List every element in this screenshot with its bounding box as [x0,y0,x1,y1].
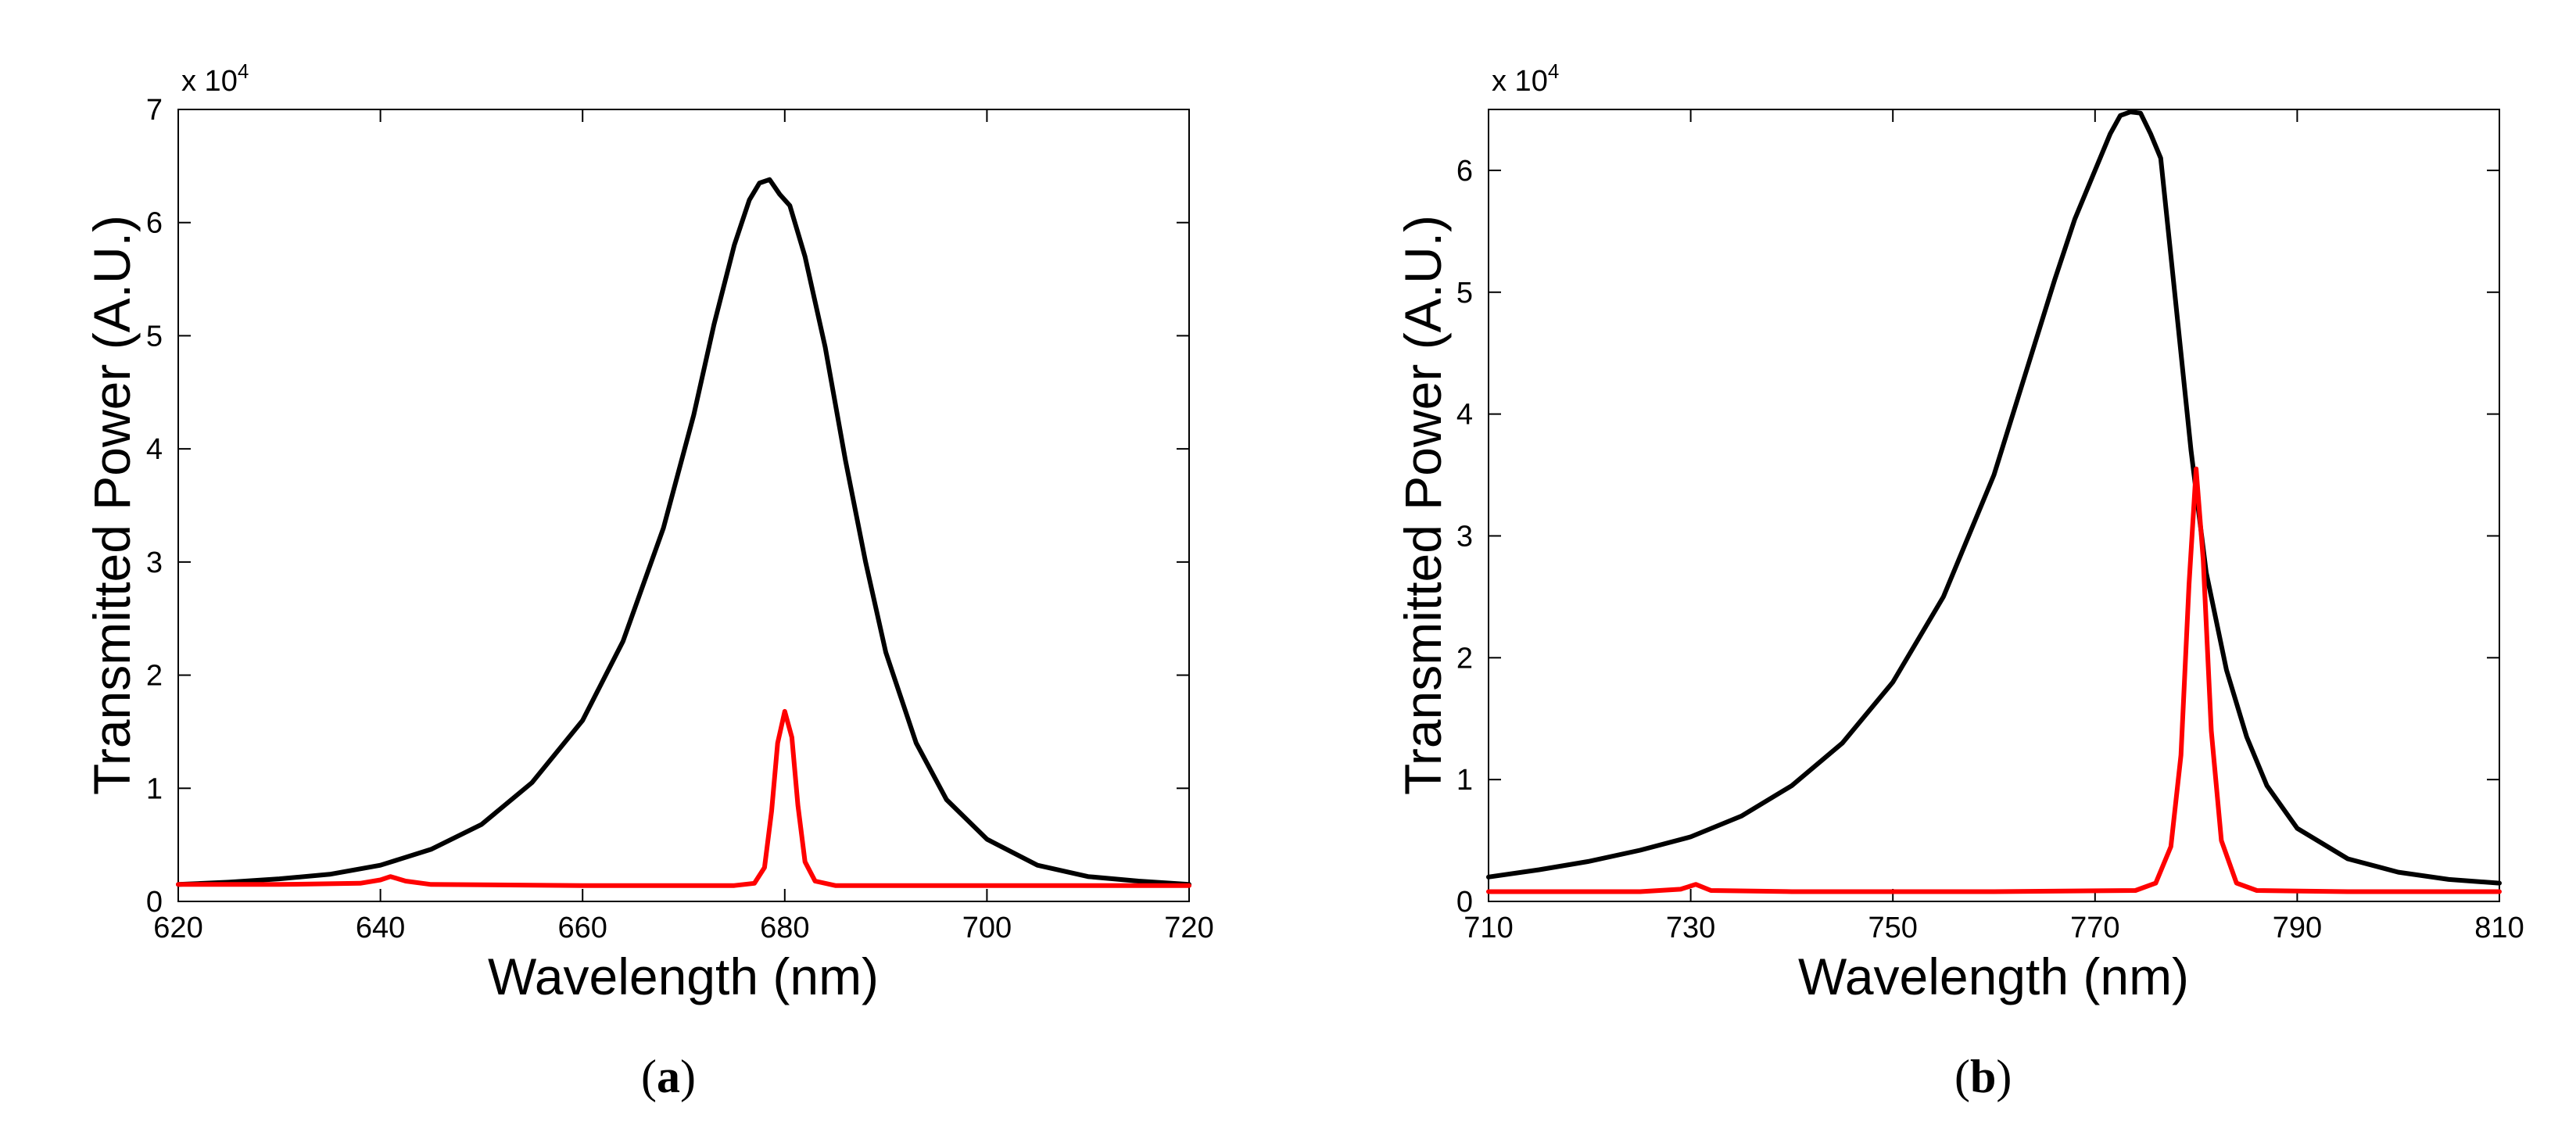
x-tick-label-a: 660 [557,912,607,944]
y-tick-label-b: 4 [1456,399,1473,432]
x-tick-label-b: 730 [1666,912,1715,944]
y-tick-label-a: 2 [146,660,163,693]
ticks-a: 620 640 660 680 700 720 0 1 2 3 4 5 6 7 [146,94,1214,944]
ticks-b: 710 730 750 770 790 810 0 1 2 3 4 5 6 [1456,109,2524,944]
x-tick-label-b: 790 [2273,912,2322,944]
y-axis-label-a: Transmitted Power (A.U.) [83,215,141,795]
series-line-red-b [1486,466,2502,894]
x-tick-label-b: 750 [1868,912,1917,944]
y-tick-label-a: 0 [146,886,163,919]
plot-area-b [1488,109,2500,902]
y-tick-label-a: 3 [146,546,163,579]
y-tick-label-b: 0 [1456,886,1473,919]
y-tick-label-a: 7 [146,94,163,127]
x-tick-label-b: 770 [2070,912,2119,944]
x-axis-label-a: Wavelength (nm) [488,948,879,1005]
y-tick-label-a: 4 [146,433,163,466]
y-tick-label-b: 3 [1456,520,1473,553]
series-b [1486,109,2502,894]
y-tick-label-b: 6 [1456,155,1473,188]
y-multiplier-b: x 104 [1492,59,1559,98]
x-tick-label-a: 620 [153,912,202,944]
x-tick-label-a: 640 [356,912,405,944]
series-a [176,177,1191,888]
y-tick-label-b: 5 [1456,277,1473,310]
chart-panel-a: 620 640 660 680 700 720 0 1 2 3 4 5 6 7 x 104 Wavelen… [83,59,1214,1102]
series-line-black-a [176,177,1191,887]
y-tick-label-a: 6 [146,207,163,240]
y-tick-label-b: 1 [1456,764,1473,797]
x-tick-label-b: 710 [1464,912,1513,944]
x-tick-label-b: 810 [2474,912,2524,944]
series-line-red-a [176,708,1191,888]
panel-caption-a: (a) [641,1051,696,1102]
x-tick-label-a: 680 [760,912,809,944]
y-multiplier-a: x 104 [181,59,249,98]
panel-caption-b: (b) [1954,1051,2012,1102]
y-tick-label-b: 2 [1456,642,1473,675]
y-tick-label-a: 1 [146,772,163,805]
chart-panel-b: 710 730 750 770 790 810 0 1 2 3 4 5 6 x 104 Waveleng… [1394,59,2524,1102]
y-axis-label-b: Transmitted Power (A.U.) [1394,215,1452,795]
y-tick-label-a: 5 [146,320,163,353]
x-tick-label-a: 720 [1164,912,1213,944]
plot-area-a [177,109,1190,902]
x-tick-label-a: 700 [962,912,1012,944]
series-line-black-b [1486,109,2502,886]
x-axis-label-b: Wavelength (nm) [1798,948,2189,1005]
